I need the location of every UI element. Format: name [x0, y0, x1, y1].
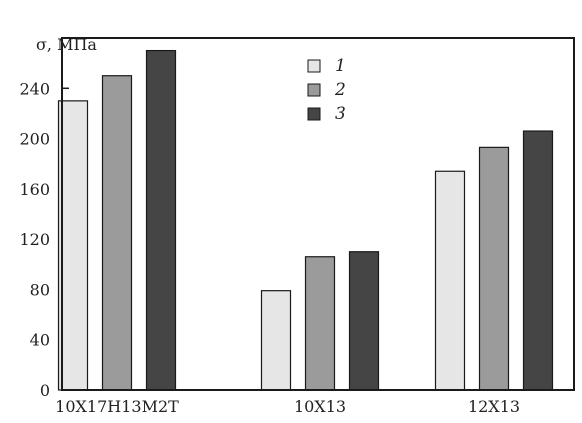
y-tick-label: 80 [30, 280, 50, 299]
bar-series-2-3 [478, 146, 510, 391]
y-tick-label: 200 [19, 130, 50, 149]
y-tick-label: 160 [19, 180, 50, 199]
legend-swatch-3 [307, 107, 321, 121]
y-axis-title: σ, МПа [36, 35, 97, 54]
bar-series-3-2 [348, 251, 380, 391]
y-tick-label: 240 [19, 79, 50, 98]
bar-series-2-2 [304, 256, 336, 391]
y-tick-label: 0 [40, 381, 50, 400]
y-tick-label: 120 [19, 230, 50, 249]
legend-label-1: 1 [335, 56, 346, 76]
category-label: 10Х17Н13М2Т [55, 397, 179, 416]
bar-series-3-1 [145, 49, 177, 391]
legend-label-3: 3 [335, 104, 346, 124]
y-axis-ticks: 0 40 80 120 160 200 240 [19, 79, 69, 400]
bar-series-1-2 [260, 290, 292, 391]
y-tick-label: 40 [30, 331, 50, 350]
category-label: 12Х13 [468, 397, 520, 416]
legend-swatch-1 [307, 59, 321, 73]
legend-label-2: 2 [334, 80, 346, 100]
plot-frame [61, 37, 575, 391]
legend-swatch-2 [307, 83, 321, 97]
bar-series-1-1 [57, 100, 89, 391]
category-label: 10Х13 [294, 397, 346, 416]
bar-series-3-3 [522, 130, 554, 391]
category-labels: 10Х17Н13М2Т 10Х13 12Х13 [55, 397, 520, 416]
bar-series-1-3 [434, 170, 466, 391]
legend: 1 2 3 [307, 56, 346, 124]
bars [57, 49, 554, 391]
bar-series-2-1 [101, 75, 133, 391]
